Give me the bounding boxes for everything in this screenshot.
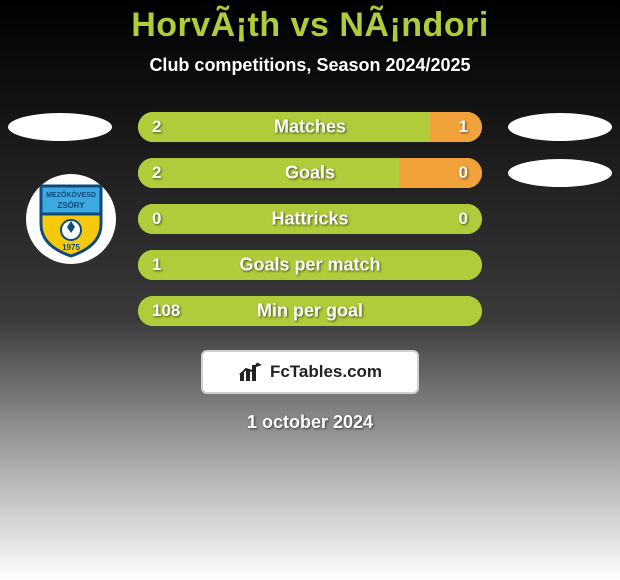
stat-bar: Goals per match 1 xyxy=(138,250,482,280)
stat-value-left: 1 xyxy=(152,255,161,275)
stat-value-left: 2 xyxy=(152,163,161,183)
stat-row: Goals per match 1 xyxy=(0,242,620,288)
stat-label: Goals per match xyxy=(239,255,380,276)
stat-bar-left xyxy=(138,158,399,188)
stat-value-left: 108 xyxy=(152,301,180,321)
stat-value-right: 1 xyxy=(459,117,468,137)
page-title: HorvÃ¡th vs NÃ¡ndori xyxy=(0,6,620,45)
subtitle: Club competitions, Season 2024/2025 xyxy=(0,55,620,76)
brand-box[interactable]: FcTables.com xyxy=(201,350,419,394)
brand-text: FcTables.com xyxy=(270,362,382,382)
stat-row: Matches 2 1 xyxy=(0,104,620,150)
stat-bar-right xyxy=(430,112,482,142)
stat-row: Min per goal 108 xyxy=(0,288,620,334)
player-placeholder-right xyxy=(508,113,612,141)
stat-label: Min per goal xyxy=(257,301,363,322)
stat-value-left: 0 xyxy=(152,209,161,229)
stat-value-right: 0 xyxy=(459,163,468,183)
stat-bar: Goals 2 0 xyxy=(138,158,482,188)
stat-value-left: 2 xyxy=(152,117,161,137)
player-placeholder-left xyxy=(8,113,112,141)
date-label: 1 october 2024 xyxy=(0,412,620,433)
stat-bar: Matches 2 1 xyxy=(138,112,482,142)
stat-value-right: 0 xyxy=(459,209,468,229)
stat-bar: Min per goal 108 xyxy=(138,296,482,326)
stat-bar-right xyxy=(399,158,482,188)
stat-label: Matches xyxy=(274,117,346,138)
stat-label: Goals xyxy=(285,163,335,184)
stat-row: MEZŐKÖVESD ZSÓRY 1975 Hattricks00 xyxy=(0,196,620,242)
svg-text:MEZŐKÖVESD: MEZŐKÖVESD xyxy=(46,190,96,199)
stat-bar: Hattricks 0 0 xyxy=(138,204,482,234)
main-content: HorvÃ¡th vs NÃ¡ndori Club competitions, … xyxy=(0,0,620,580)
chart-icon xyxy=(238,361,264,383)
svg-text:ZSÓRY: ZSÓRY xyxy=(57,201,85,210)
player-placeholder-right xyxy=(508,159,612,187)
stat-rows: Matches21Goals20 MEZŐKÖVESD ZSÓRY 1975 H… xyxy=(0,104,620,334)
stat-label: Hattricks xyxy=(271,209,348,230)
